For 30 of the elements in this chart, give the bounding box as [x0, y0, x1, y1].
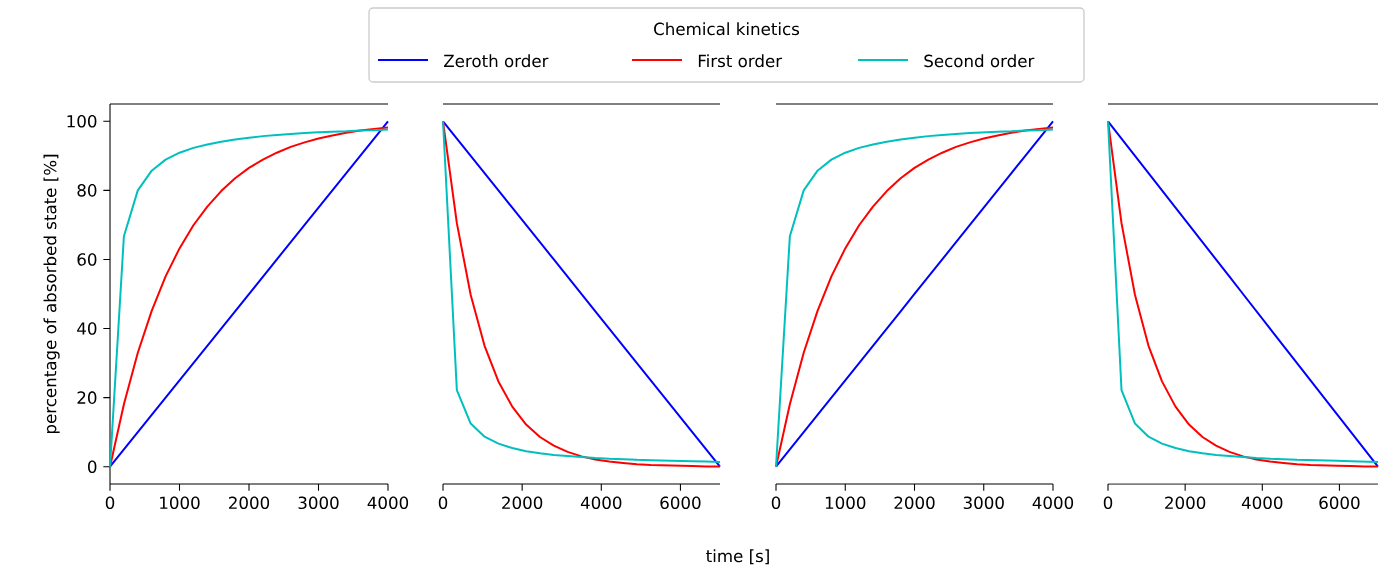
- x-tick-label: 1000: [825, 496, 866, 510]
- x-tick-label: 0: [105, 496, 115, 510]
- x-tick-label: 4000: [1032, 496, 1074, 510]
- x-tick-label: 2000: [1165, 496, 1206, 510]
- x-tick-label: 0: [771, 496, 781, 510]
- y-tick-label: 40: [77, 322, 97, 335]
- legend-label: Second order: [924, 54, 1035, 68]
- x-tick-label: 0: [438, 496, 448, 510]
- x-tick-label: 6000: [660, 496, 701, 510]
- x-tick-label: 4000: [367, 496, 409, 510]
- x-tick-label: 3000: [963, 496, 1004, 510]
- legend-label: First order: [698, 54, 783, 68]
- x-tick-label: 0: [1103, 496, 1113, 510]
- x-tick-label: 2000: [894, 496, 935, 510]
- y-tick-label: 100: [67, 115, 97, 128]
- legend-label: Zeroth order: [444, 54, 549, 68]
- x-axis-title: time [s]: [706, 549, 769, 565]
- y-axis-title: percentage of absorbed state [%]: [43, 155, 60, 434]
- x-tick-label: 1000: [160, 496, 200, 510]
- y-tick-label: 0: [88, 460, 97, 474]
- y-tick-label: 60: [77, 253, 97, 266]
- y-tick-label: 20: [77, 391, 97, 405]
- x-tick-label: 2000: [502, 496, 543, 510]
- x-tick-label: 2000: [229, 496, 270, 510]
- y-tick-label: 80: [77, 184, 97, 197]
- legend-title: Chemical kinetics: [654, 22, 800, 36]
- x-tick-label: 4000: [580, 496, 622, 510]
- x-tick-label: 4000: [1241, 496, 1283, 510]
- x-tick-label: 3000: [298, 496, 339, 510]
- x-tick-label: 6000: [1319, 496, 1360, 510]
